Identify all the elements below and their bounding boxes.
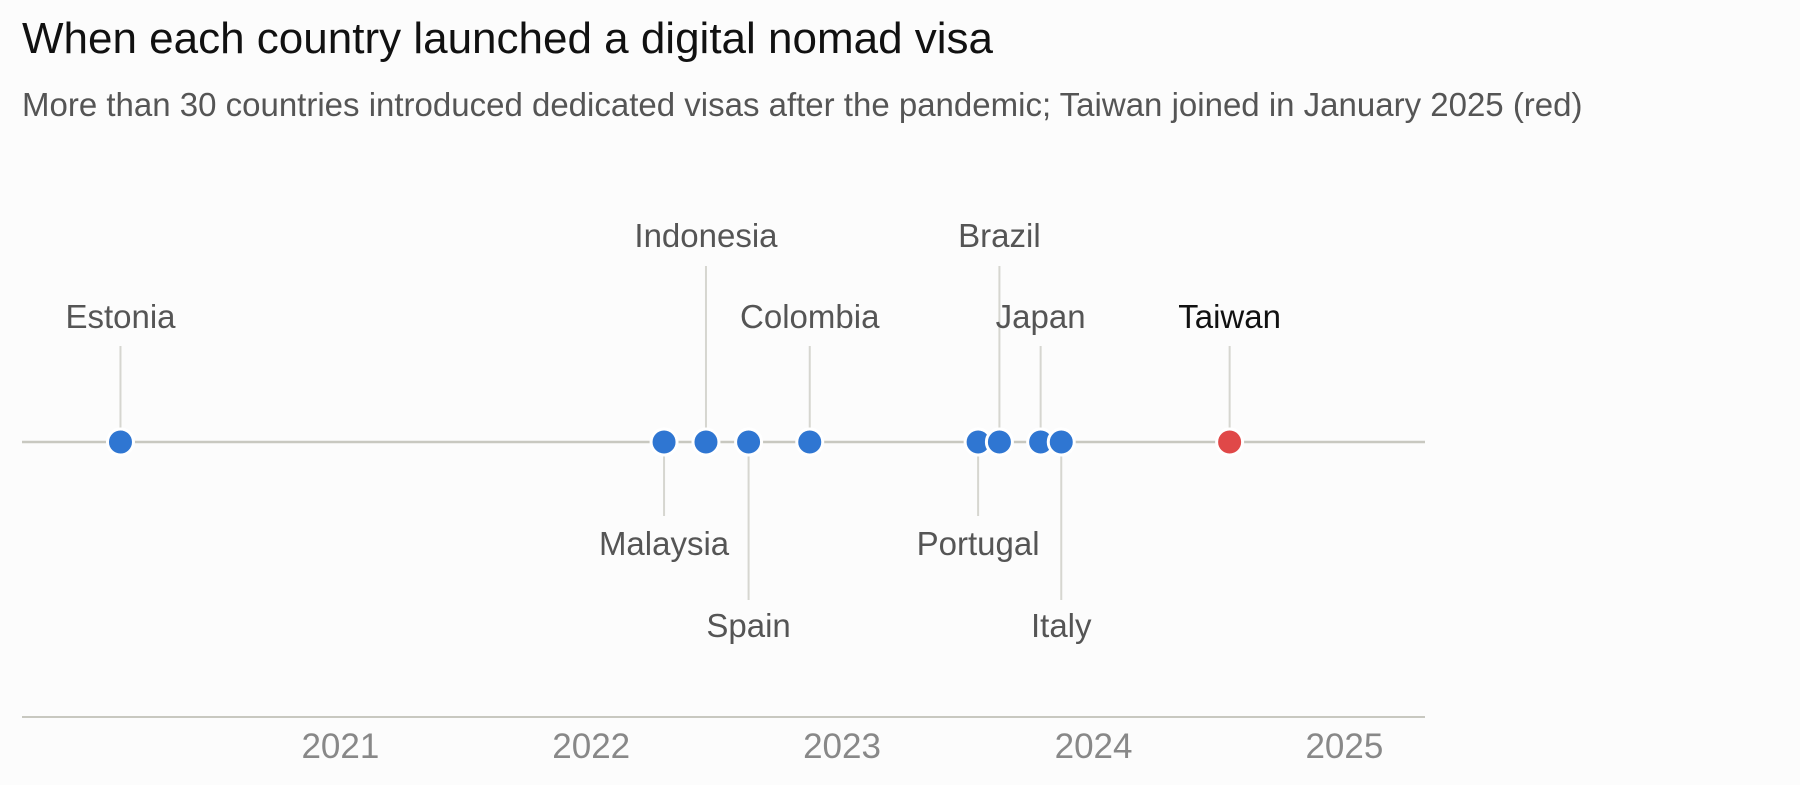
data-point bbox=[1046, 427, 1076, 457]
x-tick-label: 2022 bbox=[552, 727, 630, 766]
country-label: Taiwan bbox=[1178, 298, 1281, 335]
country-label: Brazil bbox=[958, 217, 1041, 254]
country-label: Colombia bbox=[740, 298, 880, 335]
x-tick-label: 2021 bbox=[301, 727, 379, 766]
chart-subtitle: More than 30 countries introduced dedica… bbox=[22, 86, 1583, 123]
chart-title: When each country launched a digital nom… bbox=[22, 14, 994, 63]
data-point bbox=[1215, 427, 1245, 457]
x-tick-label: 2025 bbox=[1305, 727, 1383, 766]
x-tick-label: 2024 bbox=[1055, 727, 1133, 766]
data-point bbox=[105, 427, 135, 457]
data-point bbox=[795, 427, 825, 457]
country-label: Malaysia bbox=[599, 525, 730, 562]
country-label: Spain bbox=[706, 607, 790, 644]
country-label: Portugal bbox=[917, 525, 1040, 562]
data-point bbox=[984, 427, 1014, 457]
data-point bbox=[649, 427, 679, 457]
country-label: Japan bbox=[996, 298, 1086, 335]
country-label: Italy bbox=[1031, 607, 1092, 644]
x-tick-label: 2023 bbox=[803, 727, 881, 766]
country-label: Estonia bbox=[65, 298, 176, 335]
data-point bbox=[691, 427, 721, 457]
country-label: Indonesia bbox=[634, 217, 778, 254]
data-point bbox=[734, 427, 764, 457]
